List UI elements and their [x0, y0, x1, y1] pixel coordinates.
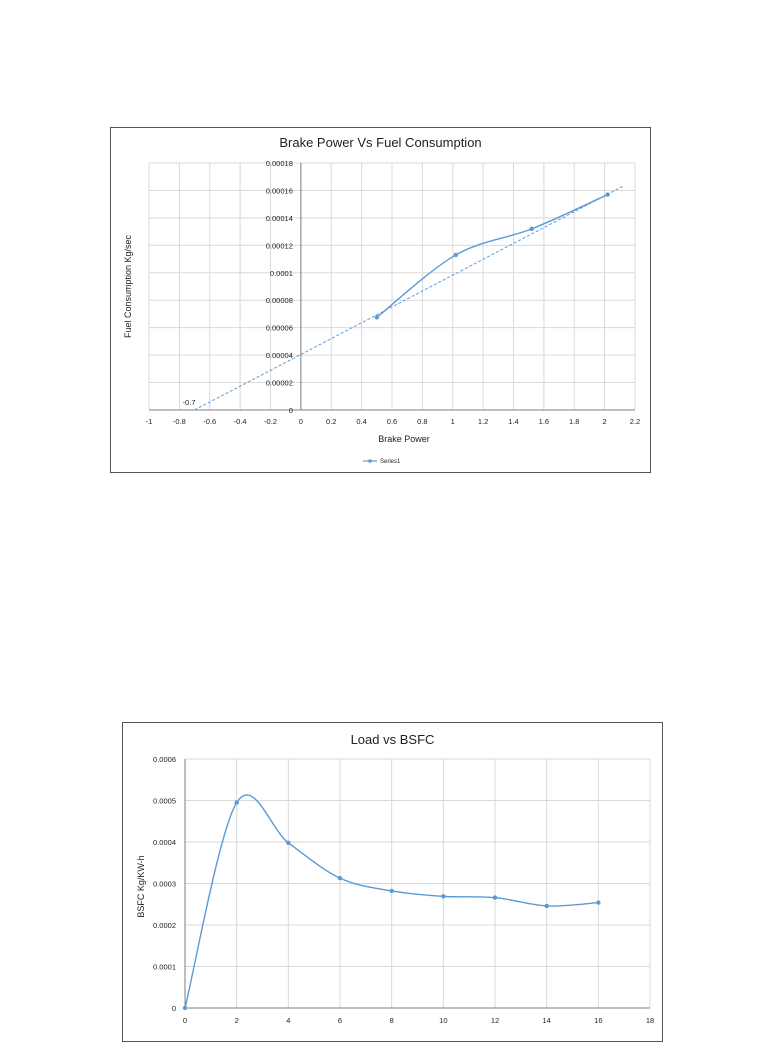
- y-tick-label: 0.00012: [266, 241, 293, 250]
- y-tick-label: 0.0001: [153, 963, 176, 972]
- x-tick-label: 0.4: [356, 417, 366, 426]
- x-tick-label: -0.8: [173, 417, 186, 426]
- x-tick-label: 0: [299, 417, 303, 426]
- x-axis-label: Brake Power: [378, 434, 430, 444]
- data-point: [374, 315, 380, 320]
- data-point: [441, 894, 446, 899]
- y-axis-label: BSFC Kg/KW-h: [136, 855, 146, 917]
- brake-power-plot: -1 -0.8 -0.6 -0.4 -0.2 0 0.2 0.4 0.6 0.8 1 1.2 1.4 1.…: [123, 159, 640, 465]
- data-point: [182, 1005, 188, 1011]
- data-point: [337, 875, 343, 881]
- chart-title: Brake Power Vs Fuel Consumption: [279, 135, 482, 150]
- x-tick-label: 1.4: [508, 417, 518, 426]
- load-bsfc-chart: Load vs BSFC 0 2 4 6 8 10 12 14 16 18 0 0.0001 0.000…: [122, 722, 663, 1042]
- x-tick-label: 6: [338, 1016, 342, 1025]
- load-bsfc-plot: 0 2 4 6 8 10 12 14 16 18 0 0.0001 0.0002 0.0003 0.0004…: [136, 755, 654, 1025]
- y-tick-label: 0.00014: [266, 214, 293, 223]
- series-line: [184, 794, 599, 1009]
- x-tick-label: 0: [183, 1016, 187, 1025]
- series-line: [376, 193, 608, 318]
- y-tick-label: 0: [289, 406, 293, 415]
- y-tick-label: 0.0003: [153, 880, 176, 889]
- y-tick-label: 0.0005: [153, 797, 176, 806]
- data-point: [389, 888, 394, 894]
- trendline: [194, 185, 624, 411]
- x-tick-label: 2: [603, 417, 607, 426]
- x-tick-label: 14: [542, 1016, 550, 1025]
- data-point: [492, 895, 498, 900]
- x-tick-label: 1: [451, 417, 455, 426]
- x-tick-label: 18: [646, 1016, 654, 1025]
- y-tick-label: 0.00018: [266, 159, 293, 168]
- data-point: [234, 800, 239, 805]
- legend-marker: [368, 459, 372, 463]
- data-point: [453, 252, 458, 258]
- y-tick-label: 0.00002: [266, 379, 293, 388]
- x-tick-label: -0.2: [264, 417, 277, 426]
- x-tick-label: 1.6: [539, 417, 549, 426]
- y-tick-label: 0.0001: [270, 269, 293, 278]
- data-point: [605, 192, 610, 197]
- y-axis-label: Fuel Consumption Kg/sec: [123, 234, 133, 338]
- x-tick-label: -0.6: [203, 417, 216, 426]
- y-tick-label: 0.0004: [153, 838, 176, 847]
- x-tick-label: 4: [286, 1016, 290, 1025]
- x-tick-label: 2.2: [630, 417, 640, 426]
- y-tick-label: 0.0002: [153, 921, 176, 930]
- data-point: [544, 903, 549, 909]
- data-point: [286, 840, 291, 846]
- x-tick-label: 1.2: [478, 417, 488, 426]
- brake-power-chart: Brake Power Vs Fuel Consumption -1 -0.8 -0…: [110, 127, 651, 473]
- x-tick-label: 12: [491, 1016, 499, 1025]
- x-tick-label: 1.8: [569, 417, 579, 426]
- y-tick-label: 0: [172, 1004, 176, 1013]
- x-tick-label: 0.2: [326, 417, 336, 426]
- x-tick-label: -0.4: [234, 417, 247, 426]
- y-tick-label: 0.00006: [266, 324, 293, 333]
- x-tick-label: 0.8: [417, 417, 427, 426]
- trendline-label: -0.7: [183, 398, 196, 407]
- x-tick-label: 0.6: [387, 417, 397, 426]
- legend-label: Series1: [380, 459, 401, 465]
- x-tick-label: 10: [439, 1016, 447, 1025]
- x-tick-label: 16: [594, 1016, 602, 1025]
- x-tick-label: -1: [146, 417, 153, 426]
- y-tick-label: 0.00016: [266, 186, 293, 195]
- x-tick-label: 2: [235, 1016, 239, 1025]
- gridlines: [148, 162, 636, 411]
- data-point: [529, 226, 534, 232]
- y-tick-label: 0.0006: [153, 755, 176, 764]
- y-tick-label: 0.00004: [266, 351, 293, 360]
- data-point: [596, 900, 601, 905]
- x-tick-label: 8: [390, 1016, 394, 1025]
- chart-title: Load vs BSFC: [350, 732, 435, 747]
- gridlines: [184, 758, 651, 1009]
- y-tick-label: 0.00008: [266, 296, 293, 305]
